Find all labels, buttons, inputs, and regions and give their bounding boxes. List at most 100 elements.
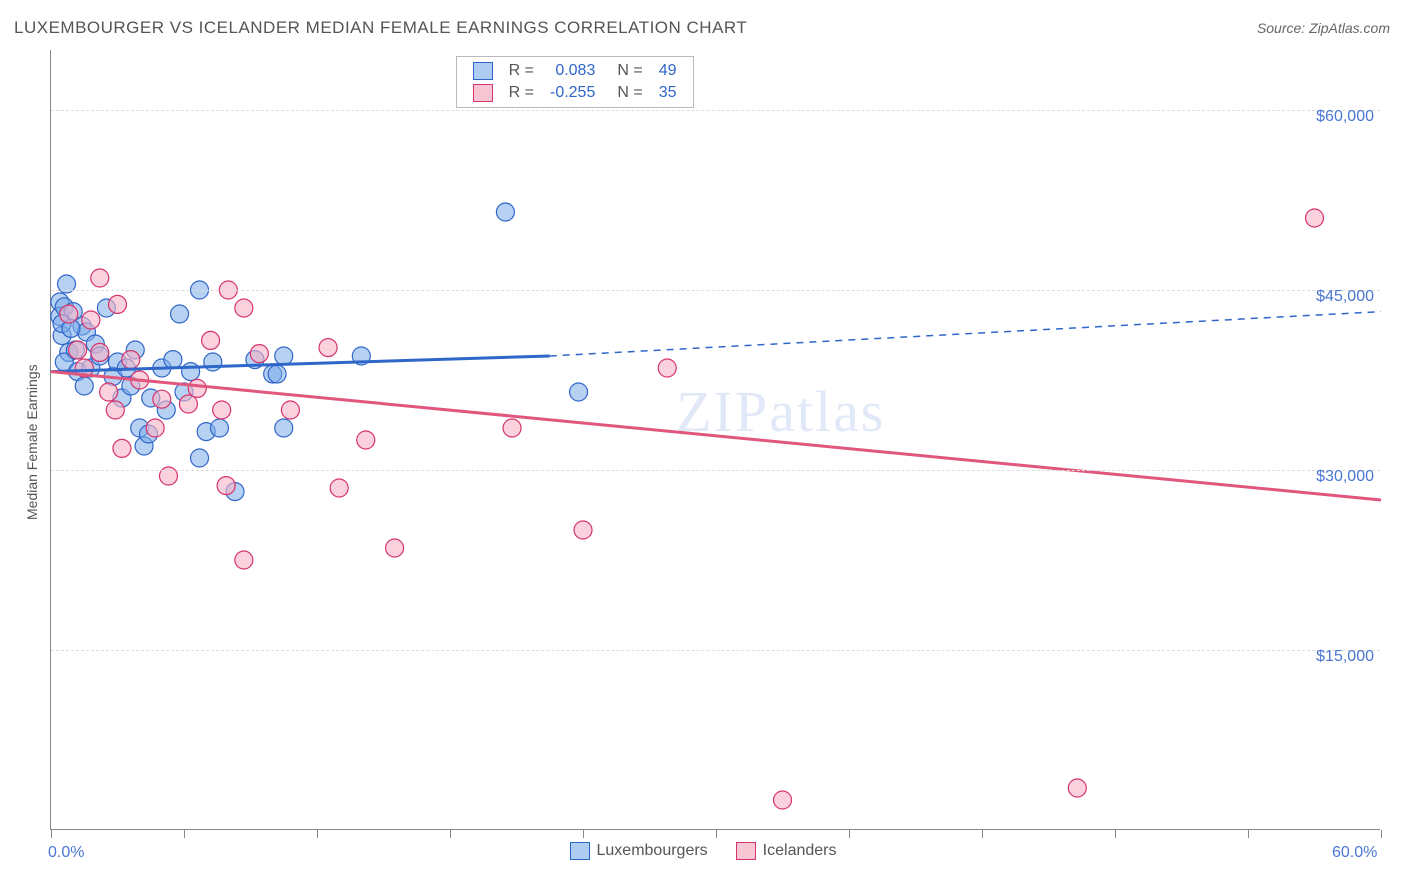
data-point xyxy=(330,479,348,497)
x-tick-mark xyxy=(317,830,318,838)
data-point xyxy=(281,401,299,419)
gridline xyxy=(51,290,1380,291)
data-point xyxy=(226,483,244,501)
data-point xyxy=(250,345,268,363)
data-point xyxy=(142,389,160,407)
data-point xyxy=(60,305,78,323)
trend-line xyxy=(51,356,550,372)
data-point xyxy=(106,401,124,419)
data-point xyxy=(1068,779,1086,797)
data-point xyxy=(109,295,127,313)
data-point xyxy=(217,477,235,495)
data-point xyxy=(197,423,215,441)
legend-label: Luxembourgers xyxy=(597,842,708,859)
data-point xyxy=(135,437,153,455)
svg-layer xyxy=(51,50,1381,830)
stats-legend-row: R =-0.255N =35 xyxy=(465,82,685,104)
data-point xyxy=(75,359,93,377)
data-point xyxy=(69,341,87,359)
data-point xyxy=(213,401,231,419)
data-point xyxy=(319,339,337,357)
trend-line xyxy=(51,372,1381,500)
data-point xyxy=(386,539,404,557)
data-point xyxy=(574,521,592,539)
data-point xyxy=(164,351,182,369)
data-point xyxy=(69,363,87,381)
data-point xyxy=(204,353,222,371)
data-point xyxy=(246,351,264,369)
watermark: ZIPatlas xyxy=(676,378,885,445)
gridline xyxy=(51,110,1380,111)
stat-R-value: -0.255 xyxy=(542,82,603,104)
data-point xyxy=(352,347,370,365)
x-tick-mark xyxy=(583,830,584,838)
data-point xyxy=(64,303,82,321)
y-tick-label: $15,000 xyxy=(1316,648,1374,666)
plot-area: ZIPatlas xyxy=(50,50,1380,830)
x-tick-label: 60.0% xyxy=(1332,844,1377,862)
data-point xyxy=(235,299,253,317)
data-point xyxy=(235,551,253,569)
stat-N-label: N = xyxy=(603,82,650,104)
stats-legend-row: R =0.083N =49 xyxy=(465,60,685,82)
data-point xyxy=(153,390,171,408)
data-point xyxy=(146,419,164,437)
data-point xyxy=(131,371,149,389)
data-point xyxy=(496,203,514,221)
stats-legend: R =0.083N =49R =-0.255N =35 xyxy=(456,56,694,108)
data-point xyxy=(113,439,131,457)
data-point xyxy=(77,323,95,341)
data-point xyxy=(51,293,69,311)
data-point xyxy=(51,307,69,325)
y-tick-label: $60,000 xyxy=(1316,108,1374,126)
x-tick-mark xyxy=(1248,830,1249,838)
data-point xyxy=(503,419,521,437)
trend-line-dashed xyxy=(550,312,1381,356)
stat-N-value: 35 xyxy=(651,82,685,104)
stat-N-value: 49 xyxy=(651,60,685,82)
data-point xyxy=(73,317,91,335)
x-tick-label: 0.0% xyxy=(48,844,84,862)
data-point xyxy=(774,791,792,809)
source-label: Source: ZipAtlas.com xyxy=(1257,20,1390,36)
data-point xyxy=(91,269,109,287)
data-point xyxy=(140,425,158,443)
data-point xyxy=(62,319,80,337)
data-point xyxy=(268,365,286,383)
x-tick-mark xyxy=(184,830,185,838)
data-point xyxy=(570,383,588,401)
data-point xyxy=(202,331,220,349)
data-point xyxy=(75,377,93,395)
data-point xyxy=(357,431,375,449)
data-point xyxy=(191,449,209,467)
data-point xyxy=(97,299,115,317)
data-point xyxy=(100,383,118,401)
data-point xyxy=(179,395,197,413)
legend-label: Icelanders xyxy=(763,842,837,859)
data-point xyxy=(122,377,140,395)
legend-swatch xyxy=(736,842,756,860)
data-point xyxy=(117,359,135,377)
x-tick-mark xyxy=(450,830,451,838)
data-point xyxy=(210,419,228,437)
data-point xyxy=(86,335,104,353)
x-tick-mark xyxy=(1381,830,1382,838)
x-tick-mark xyxy=(849,830,850,838)
data-point xyxy=(175,383,193,401)
data-point xyxy=(109,353,127,371)
x-tick-mark xyxy=(716,830,717,838)
chart-root: LUXEMBOURGER VS ICELANDER MEDIAN FEMALE … xyxy=(0,0,1406,892)
data-point xyxy=(126,341,144,359)
series-legend: Luxembourgers Icelanders xyxy=(0,842,1406,860)
legend-swatch xyxy=(570,842,590,860)
data-point xyxy=(113,389,131,407)
data-point xyxy=(91,347,109,365)
stat-R-value: 0.083 xyxy=(542,60,603,82)
data-point xyxy=(55,298,73,316)
data-point xyxy=(188,379,206,397)
gridline xyxy=(51,470,1380,471)
y-axis-label: Median Female Earnings xyxy=(24,364,40,520)
series-legend-item: Icelanders xyxy=(736,842,837,860)
y-tick-label: $45,000 xyxy=(1316,288,1374,306)
data-point xyxy=(122,351,140,369)
